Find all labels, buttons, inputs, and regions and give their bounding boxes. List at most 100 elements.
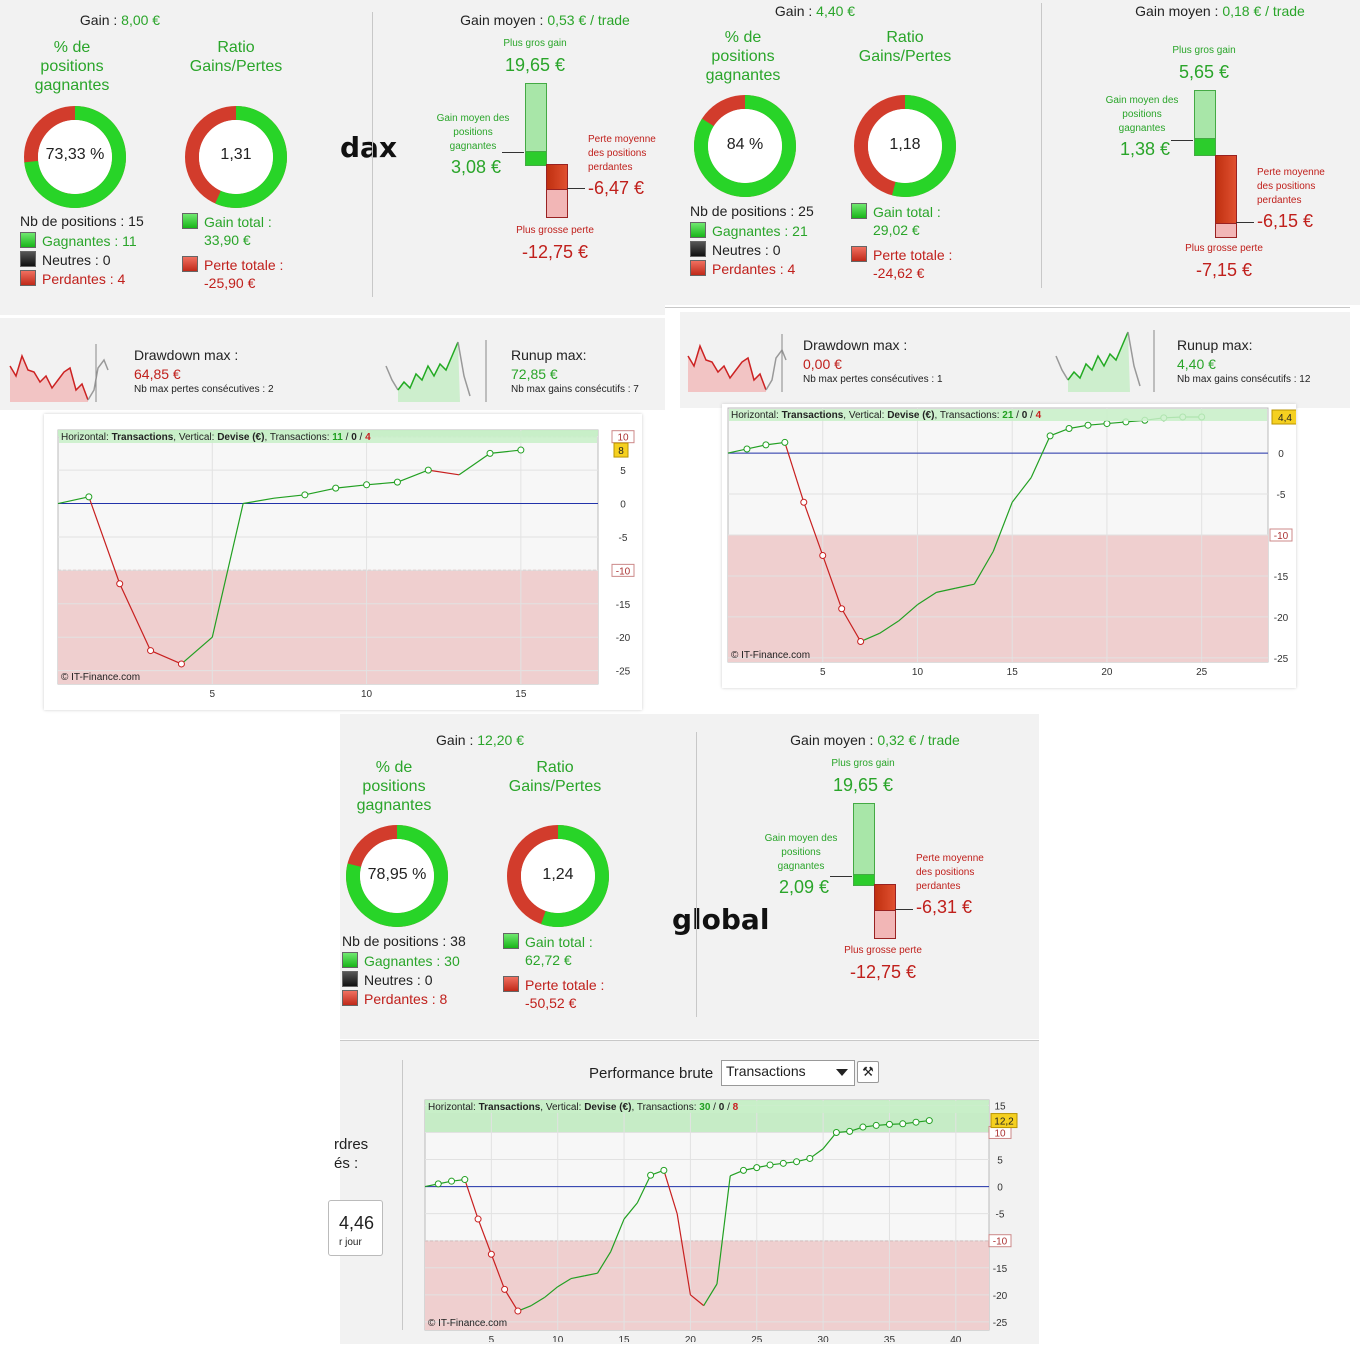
equity-segment <box>397 469 429 483</box>
header-t-label: , Transactions: <box>631 1102 699 1113</box>
equity-segment <box>610 1218 625 1252</box>
dax-gain: Gain : 8,00 € <box>0 12 240 28</box>
equity-segment <box>955 583 975 589</box>
black-square-icon <box>342 971 358 987</box>
y-tick-label: -15 <box>616 600 631 611</box>
x-tick-label: 20 <box>1101 667 1113 678</box>
losing-trade-point <box>514 1307 522 1315</box>
donut-win-arc <box>346 825 448 927</box>
equity-segment <box>477 1218 492 1255</box>
donut-hole <box>38 120 112 194</box>
perte-moyenne-label: Perte moyenne des positions perdantes <box>916 853 984 892</box>
y-tick-label: -10 <box>993 1237 1008 1248</box>
y-tick-label: 5 <box>620 466 626 477</box>
header-v-value: Devise (€) <box>581 1102 631 1113</box>
perf-label: Performance brute <box>589 1065 714 1082</box>
separator <box>402 1060 403 1330</box>
header-t-sep: / <box>724 1102 732 1113</box>
band-tag <box>611 563 635 577</box>
gagnantes-text: Gagnantes : 30 <box>364 953 460 969</box>
y-tick-label: -5 <box>619 533 628 544</box>
second-drawdown-panel: Drawdown max : 0,00 € Nb max pertes cons… <box>680 312 1350 408</box>
nb-positions: Nb de positions : 38 <box>342 933 466 949</box>
gagnantes-row: Gagnantes : 30 <box>342 952 460 969</box>
equity-segment <box>504 1289 519 1312</box>
global-equity-chart: 5 10 15 20 25 30 35 40 15 10 5 0 -5 -10 -15 -20 -25 12,2 H… <box>424 1099 1018 1346</box>
runup-mini-chart-icon <box>1055 330 1155 392</box>
x-tick-label: 5 <box>489 1335 495 1342</box>
x-tick-label: 5 <box>820 667 826 678</box>
band-tag <box>1269 528 1293 542</box>
dax-label: dax <box>340 131 397 164</box>
equity-segment <box>703 1283 718 1306</box>
y-tick-label: 15 <box>994 1101 1006 1112</box>
header-v-value: Devise (€) <box>884 410 934 421</box>
winning-trade-point <box>806 1154 814 1162</box>
runup-sub: Nb max gains consécutifs : 12 <box>1177 374 1311 385</box>
y-tick-label: -25 <box>616 667 631 678</box>
equity-segment <box>992 502 1013 552</box>
gain-total-row: Gain total : <box>851 203 941 220</box>
equity-segment <box>490 1254 506 1290</box>
y-tick-label: -15 <box>993 1264 1008 1275</box>
y-tick-label: -20 <box>616 633 631 644</box>
green-square-icon <box>503 933 519 949</box>
header-t-sep: / <box>1013 410 1021 421</box>
equity-segment <box>936 587 956 593</box>
dax-ratio-donut <box>185 106 287 208</box>
equity-segment <box>458 452 491 476</box>
plus-gros-gain: 19,65 € <box>832 775 894 795</box>
partial-value-box: 4,46 r jour <box>328 1200 383 1256</box>
header-t-loss: 4 <box>365 432 371 443</box>
perf-select[interactable]: Transactions <box>721 1060 855 1086</box>
winning-trade-point <box>660 1166 668 1174</box>
second-chart-frame: 5 10 15 20 25 0 -5 -10 -15 -20 -25 4,4 Horizontal: T… <box>722 404 1299 688</box>
x-tick-label: 10 <box>361 689 373 700</box>
losing-trade-point <box>800 498 808 506</box>
global-stats-panel: Gain : 12,20 € % de positions gagnantes … <box>340 714 1039 1039</box>
losing-trade-point <box>857 638 865 646</box>
winning-trade-point <box>1084 421 1092 429</box>
partial-label: rdres és : <box>334 1135 368 1173</box>
winning-trade-point <box>899 1120 907 1128</box>
equity-segment <box>489 449 521 454</box>
y-tick-label: 0 <box>620 500 626 511</box>
perf-select-value: Transactions <box>726 1063 806 1079</box>
plus-grosse-perte: -12,75 € <box>849 962 917 982</box>
ratio-title: Ratio Gains/Pertes <box>189 39 283 75</box>
donut-win-arc <box>215 106 287 208</box>
x-tick-label: 15 <box>618 1335 630 1342</box>
x-tick-label: 15 <box>515 689 527 700</box>
separator <box>665 307 1350 308</box>
header-t-label: , Transactions: <box>264 432 332 443</box>
second-ratio-donut <box>854 95 956 197</box>
header-t-win: 11 <box>332 432 343 443</box>
partial-value: 4,46 <box>339 1213 375 1233</box>
pct-value: 84 % <box>726 136 764 153</box>
gain-bar <box>853 803 875 876</box>
equity-segment <box>243 497 275 505</box>
x-tick-label: 10 <box>552 1335 564 1342</box>
wrench-icon[interactable]: ⚒ <box>857 1061 879 1083</box>
header-h-label: Horizontal: <box>428 1102 476 1113</box>
last-value-tag-box <box>990 1113 1018 1129</box>
separator <box>340 1040 1039 1041</box>
dax-equity-chart: 5 10 15 10 5 0 -5 -10 -15 -20 -25 8 Horizontal: Tran… <box>57 429 635 700</box>
header-t-win: 30 <box>699 1102 711 1113</box>
global-ratio-donut <box>507 825 609 927</box>
losing-trade-point <box>838 605 846 613</box>
donut-win-arc <box>892 95 956 197</box>
winning-trade-point <box>486 449 494 457</box>
gain-moyen-label: Gain moyen : <box>460 12 544 28</box>
perte-moyenne-bar <box>874 884 896 912</box>
red-square-icon <box>20 270 36 286</box>
arrow-right-icon <box>830 876 852 877</box>
pct-title: % de positions gagnantes <box>356 759 432 814</box>
plus-gros-gain-label: Plus gros gain <box>831 758 895 769</box>
gain-value: 12,20 € <box>477 732 524 748</box>
runup-sub: Nb max gains consécutifs : 7 <box>511 384 639 395</box>
equity-segment <box>570 1275 585 1280</box>
winning-trade-point <box>766 1161 774 1169</box>
separator <box>696 732 697 1017</box>
header-v-value: Devise (€) <box>214 432 264 443</box>
